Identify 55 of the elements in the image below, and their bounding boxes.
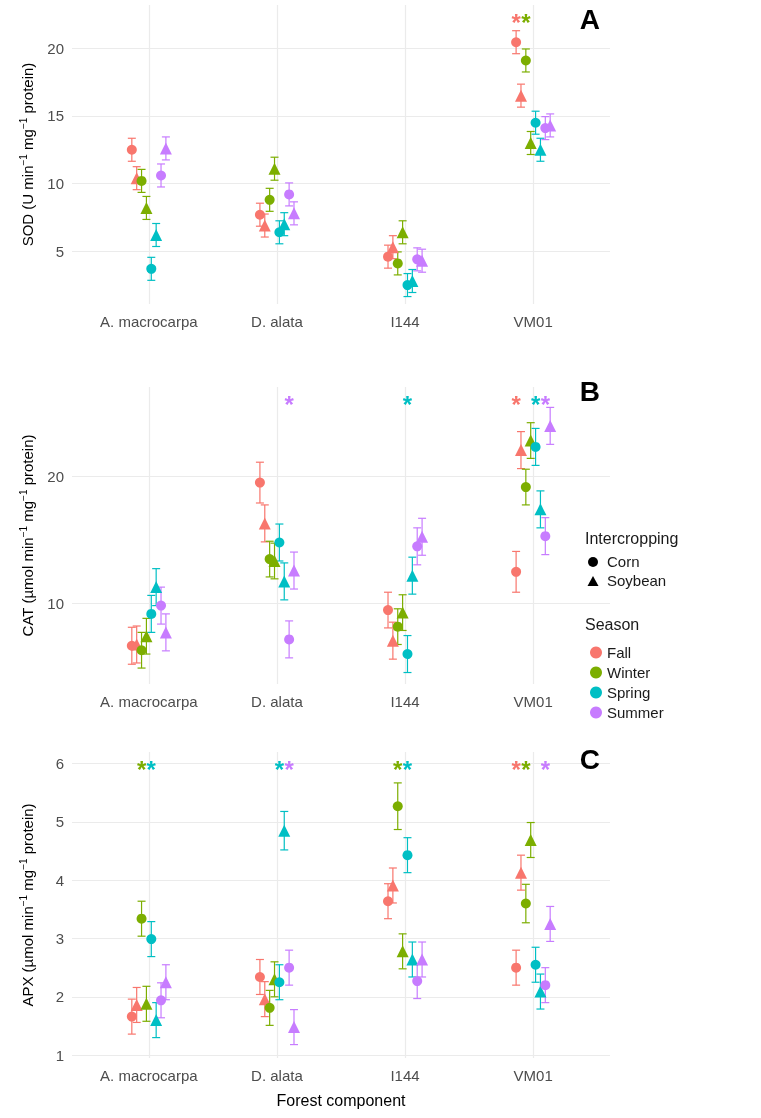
y-tick-label: 6 xyxy=(55,755,64,773)
x-tick-label: A. macrocarpa xyxy=(100,313,199,330)
y-tick-label: 10 xyxy=(47,595,64,613)
x-tick-label: D. alata xyxy=(251,693,304,710)
annotation: * xyxy=(393,755,404,783)
annotation: * xyxy=(511,390,522,418)
y-tick-label: 20 xyxy=(47,39,64,57)
legend-label: Spring xyxy=(607,684,651,701)
annotation: * xyxy=(511,8,522,36)
x-tick-label: VM01 xyxy=(513,693,553,710)
y-tick-label: 5 xyxy=(55,813,64,831)
annotation: * xyxy=(284,755,295,783)
legend-label: Summer xyxy=(607,704,664,721)
annotation: * xyxy=(284,390,295,418)
legend-label: Fall xyxy=(607,644,632,661)
y-axis-title: SOD (U min−1 mg−1 protein) xyxy=(17,62,36,247)
x-tick-label: D. alata xyxy=(251,1067,304,1084)
x-axis-title: Forest component xyxy=(276,1091,407,1109)
legend-title: Season xyxy=(585,615,640,633)
y-axis-title: APX (µmol min−1 mg−1 protein) xyxy=(17,803,36,1007)
x-tick-label: A. macrocarpa xyxy=(100,693,199,710)
annotation: * xyxy=(540,390,551,418)
y-tick-label: 4 xyxy=(55,871,64,889)
y-tick-label: 20 xyxy=(47,467,64,485)
x-tick-label: VM01 xyxy=(513,313,553,330)
chart-title: A xyxy=(579,3,601,35)
x-tick-label: I144 xyxy=(390,313,420,330)
annotation: * xyxy=(274,755,285,783)
legend-label: Winter xyxy=(607,664,651,681)
y-tick-label: 2 xyxy=(55,988,64,1006)
annotation: Corn xyxy=(607,553,640,570)
annotation: * xyxy=(521,755,532,783)
x-tick-label: I144 xyxy=(390,1067,420,1084)
y-tick-label: 15 xyxy=(47,107,64,125)
annotation: * xyxy=(521,8,532,36)
y-tick-label: 1 xyxy=(55,1046,64,1064)
y-axis-title: CAT (µmol min−1 mg−1 protein) xyxy=(17,434,36,637)
x-tick-label: A. macrocarpa xyxy=(100,1067,199,1084)
y-tick-label: 3 xyxy=(55,930,64,948)
annotation: * xyxy=(540,755,551,783)
annotation: * xyxy=(136,755,147,783)
annotation: * xyxy=(511,755,522,783)
x-tick-label: D. alata xyxy=(251,313,304,330)
annotation: * xyxy=(402,755,413,783)
annotation: * xyxy=(530,390,541,418)
chart-title: B xyxy=(579,375,601,407)
y-tick-label: 10 xyxy=(47,175,64,193)
annotation: * xyxy=(146,755,157,783)
x-tick-label: VM01 xyxy=(513,1067,553,1084)
annotation: Soybean xyxy=(607,572,667,589)
x-tick-label: I144 xyxy=(390,693,420,710)
chart-title: C xyxy=(579,743,601,775)
annotation: Intercropping xyxy=(585,530,679,548)
y-tick-label: 5 xyxy=(55,242,64,260)
annotation: * xyxy=(402,390,413,418)
